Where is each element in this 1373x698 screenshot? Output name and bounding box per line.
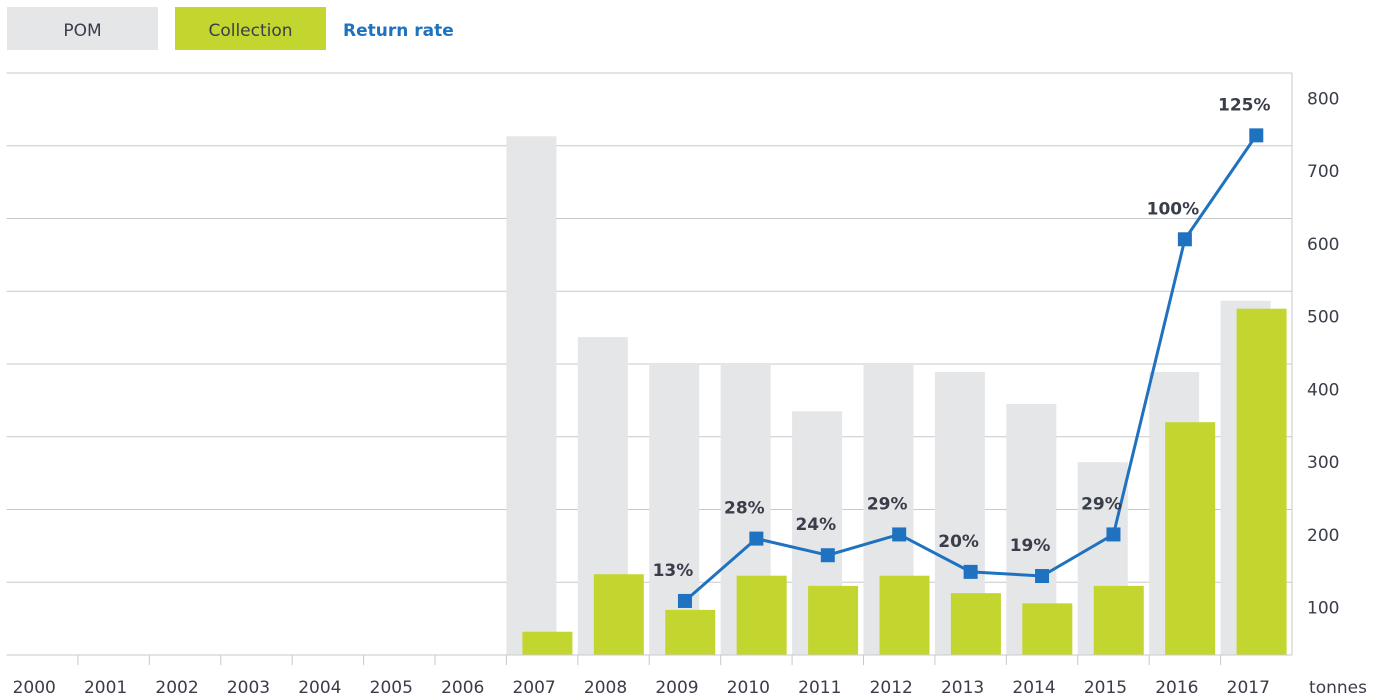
value-label: 20% bbox=[938, 532, 979, 552]
marker bbox=[749, 531, 764, 546]
value-label: 19% bbox=[1010, 536, 1051, 556]
x-tick-label: 2009 bbox=[655, 678, 698, 698]
y-tick-label: 800 bbox=[1307, 89, 1339, 109]
y-tick-label: 200 bbox=[1307, 526, 1339, 546]
marker bbox=[1106, 527, 1121, 542]
legend-label: Return rate bbox=[343, 21, 454, 41]
y-tick-label: 700 bbox=[1307, 162, 1339, 182]
bar bbox=[665, 609, 716, 655]
bar bbox=[736, 575, 787, 655]
x-tick-label: 2001 bbox=[84, 678, 127, 698]
x-tick-label: 2017 bbox=[1227, 678, 1270, 698]
x-tick-label: 2012 bbox=[870, 678, 913, 698]
marker bbox=[820, 548, 835, 563]
bar bbox=[506, 136, 557, 656]
y-tick-label: 400 bbox=[1307, 380, 1339, 400]
x-tick-label: 2007 bbox=[512, 678, 555, 698]
legend-swatch bbox=[175, 7, 326, 50]
x-tick-label: 2003 bbox=[227, 678, 270, 698]
x-tick-label: 2013 bbox=[941, 678, 984, 698]
x-tick-label: 2006 bbox=[441, 678, 484, 698]
bar bbox=[593, 574, 644, 655]
y-tick-label: 500 bbox=[1307, 308, 1339, 328]
x-tick-label: 2016 bbox=[1155, 678, 1198, 698]
legend-label: Collection bbox=[208, 21, 292, 41]
value-label: 29% bbox=[867, 494, 908, 514]
y-tick-label: 100 bbox=[1307, 599, 1339, 619]
y-axis-label: tonnes bbox=[1309, 678, 1367, 698]
value-label: 13% bbox=[653, 561, 694, 581]
legend-swatch bbox=[7, 7, 158, 50]
bar bbox=[522, 631, 573, 655]
marker bbox=[1035, 569, 1050, 584]
value-label: 24% bbox=[795, 515, 836, 535]
value-label: 100% bbox=[1147, 199, 1200, 219]
value-label: 29% bbox=[1081, 494, 1122, 514]
bar bbox=[950, 593, 1001, 655]
bar bbox=[1093, 585, 1144, 655]
bar bbox=[1165, 422, 1216, 655]
bar bbox=[808, 585, 859, 655]
value-label: 28% bbox=[724, 499, 765, 519]
marker bbox=[963, 564, 978, 579]
marker bbox=[892, 527, 907, 542]
x-tick-label: 2010 bbox=[727, 678, 770, 698]
x-tick-label: 2000 bbox=[13, 678, 56, 698]
legend-label: POM bbox=[63, 21, 101, 41]
value-label: 125% bbox=[1218, 95, 1271, 115]
x-tick-label: 2014 bbox=[1012, 678, 1055, 698]
marker bbox=[1249, 128, 1264, 143]
y-tick-label: 300 bbox=[1307, 453, 1339, 473]
x-tick-label: 2015 bbox=[1084, 678, 1127, 698]
y-tick-label: 600 bbox=[1307, 235, 1339, 255]
bar bbox=[1236, 308, 1287, 655]
x-tick-label: 2005 bbox=[370, 678, 413, 698]
bar bbox=[879, 575, 930, 655]
x-tick-label: 2004 bbox=[298, 678, 341, 698]
x-tick-label: 2002 bbox=[155, 678, 198, 698]
bar bbox=[1022, 603, 1073, 655]
x-tick-label: 2011 bbox=[798, 678, 841, 698]
x-tick-label: 2008 bbox=[584, 678, 627, 698]
marker bbox=[677, 593, 692, 608]
marker bbox=[1177, 232, 1192, 247]
